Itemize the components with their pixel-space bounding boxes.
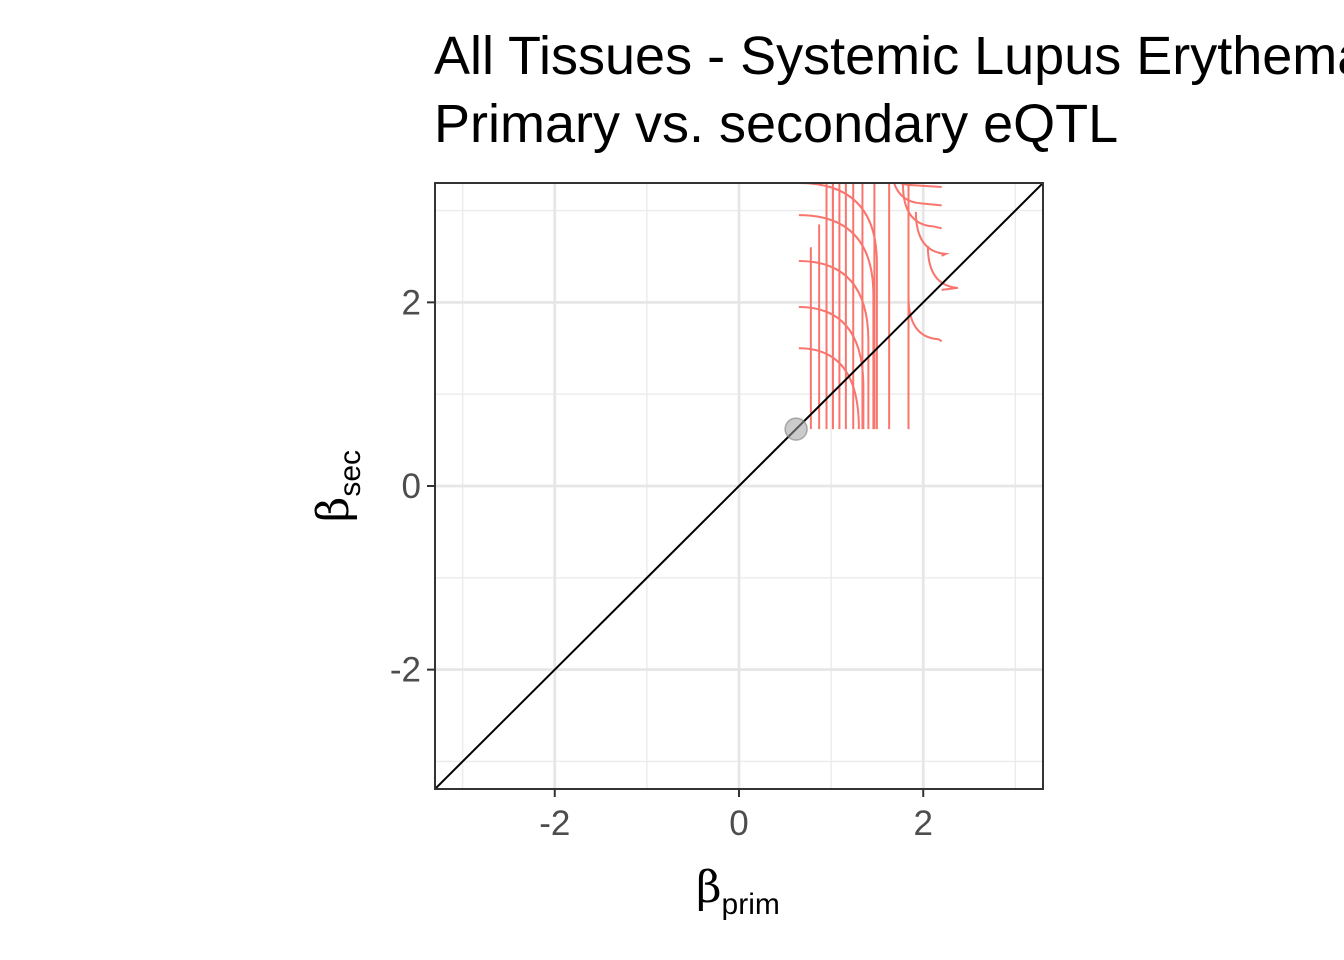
x-tick-label: -2 — [539, 804, 570, 843]
data-point — [784, 417, 808, 441]
svg-text:βprim: βprim — [696, 862, 780, 921]
y-tick-label: 0 — [402, 467, 421, 506]
x-tick-label: 0 — [729, 804, 748, 843]
y-tick-label: 2 — [402, 283, 421, 322]
plot-area: -2 -2 0 0 2 2 — [390, 182, 1044, 843]
contour-curve-left — [798, 214, 875, 430]
svg-text:βsec: βsec — [308, 450, 367, 522]
x-axis-label: βprim — [696, 862, 780, 921]
plot-content — [435, 183, 1043, 789]
contour-curve-right — [901, 184, 942, 230]
identity-line — [435, 183, 1043, 789]
x-tick-label: 2 — [914, 804, 933, 843]
contour-curve-right — [914, 211, 950, 257]
y-axis-label-main: β — [308, 497, 359, 522]
y-axis-label: βsec — [308, 450, 367, 522]
contour-curve-right — [893, 183, 942, 207]
contour-curve-left — [798, 305, 865, 430]
contour-curve-left — [798, 347, 860, 430]
contour-curve-right — [907, 297, 943, 343]
contour-curve-left — [798, 183, 878, 430]
contour-curve-right — [897, 183, 942, 188]
chart-title-line-1: All Tissues - Systemic Lupus Erythematos… — [434, 26, 1344, 86]
y-tick-label: -2 — [390, 651, 421, 690]
y-axis-label-sub: sec — [334, 450, 367, 497]
x-axis-label-sub: prim — [722, 888, 780, 921]
contour-curve-right — [926, 245, 958, 291]
contour-curve-left — [798, 260, 870, 430]
chart-title-line-2: Primary vs. secondary eQTL — [434, 94, 1118, 154]
x-axis-label-main: β — [696, 862, 721, 913]
